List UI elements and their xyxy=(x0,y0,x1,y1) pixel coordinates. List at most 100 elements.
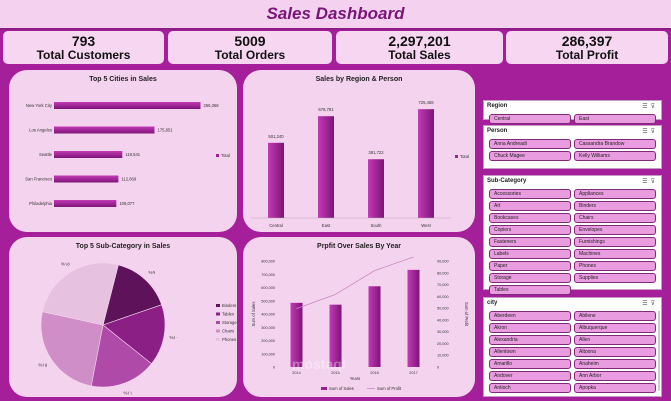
slicer-controls: ☰⊽ xyxy=(642,128,658,135)
slicer-item[interactable]: Chuck Magee xyxy=(489,151,571,161)
sales-bar xyxy=(407,269,420,367)
slicer-item[interactable]: Chairs xyxy=(574,213,656,223)
multi-select-icon[interactable]: ☰ xyxy=(642,179,651,185)
slicer-item[interactable]: Akron xyxy=(489,323,571,333)
city-slicer: city ☰⊽ Aberdeen Abilene Akron Albuquerque A… xyxy=(483,297,662,397)
multi-select-icon[interactable]: ☰ xyxy=(642,129,651,135)
legend-swatch xyxy=(455,155,458,158)
slicer-item[interactable]: Anaheim xyxy=(574,359,656,369)
slicer-item[interactable]: Labels xyxy=(489,249,571,259)
slicer-item[interactable]: Binders xyxy=(574,201,656,211)
slicer-item[interactable]: Andover xyxy=(489,371,571,381)
region-bar xyxy=(318,116,334,218)
clear-filter-icon[interactable]: ⊽ xyxy=(650,104,658,110)
slicer-item[interactable]: Copiers xyxy=(489,225,571,235)
profit-chart-title: Prpfit Over Sales By Year xyxy=(317,243,401,250)
slicer-item[interactable]: Alexandria xyxy=(489,335,571,345)
legend-label: Sum of Profit xyxy=(377,386,402,391)
slicer-item[interactable]: Kelly Williams xyxy=(574,151,656,161)
slicer-item[interactable]: Altoona xyxy=(574,347,656,357)
slicer-item[interactable]: Machines xyxy=(574,249,656,259)
slicer-item[interactable]: Amarillo xyxy=(489,359,571,369)
y-right-tick-label: 0 xyxy=(437,366,439,370)
kpi-label: Total Sales xyxy=(388,48,451,62)
y-left-tick-label: 800,000 xyxy=(261,260,275,264)
legend-swatch xyxy=(216,154,219,157)
y-left-tick-label: 300,000 xyxy=(261,326,275,330)
slicer-item[interactable]: Abilene xyxy=(574,311,656,321)
city-bar xyxy=(54,200,117,207)
year-tick-label: 2015 xyxy=(331,371,339,375)
person-slicer: Person ☰⊽ Anna Andreadi Cassandra Brandow… xyxy=(483,125,662,169)
subcat-chart-title: Top 5 Sub-Category in Sales xyxy=(75,243,171,250)
clear-filter-icon[interactable]: ⊽ xyxy=(650,179,658,185)
kpi-value: 2,297,201 xyxy=(388,33,451,49)
slicer-item[interactable]: Appliances xyxy=(574,189,656,199)
slicer-item[interactable]: Apopka xyxy=(574,383,656,393)
legend-label: Chairs xyxy=(222,329,234,334)
slicer-item[interactable]: East xyxy=(574,114,656,124)
slicer-item[interactable]: Accessories xyxy=(489,189,571,199)
slicer-item[interactable]: Albuquerque xyxy=(574,323,656,333)
kpi-total-sales: 2,297,201 Total Sales xyxy=(336,31,503,64)
slicer-item[interactable]: Bookcases xyxy=(489,213,571,223)
kpi-label: Total Customers xyxy=(36,48,131,62)
y-left-tick-label: 0 xyxy=(273,366,275,370)
city-tick-label: Los Angeles xyxy=(29,128,52,133)
region-slicer: Region ☰⊽ CentralEastSouthWest xyxy=(483,100,662,136)
slicer-item[interactable]: Envelopes xyxy=(574,225,656,235)
slicer-item[interactable]: Antioch xyxy=(489,383,571,393)
legend-label: Storage xyxy=(222,320,237,325)
slicer-item[interactable]: Cassandra Brandow xyxy=(574,139,656,149)
profit-chart-panel: Prpfit Over Sales By Year 0 100,000 200,00… xyxy=(243,237,475,397)
city-tick-label: Seattle xyxy=(39,152,53,157)
dashboard-title: Sales Dashboard xyxy=(266,4,405,23)
profit-chart: 0 100,000 200,000 300,000 400,000 500,000 600,… xyxy=(251,256,469,391)
region-bar xyxy=(268,142,284,218)
slicer-controls: ☰⊽ xyxy=(642,178,658,185)
slicer-item[interactable]: Paper xyxy=(489,261,571,271)
cities-chart: New York City 256,368 Los Angeles 175,851 Se… xyxy=(25,102,230,207)
slicer-item[interactable]: Allentown xyxy=(489,347,571,357)
clear-filter-icon[interactable]: ⊽ xyxy=(650,301,658,307)
x-axis-title: Years xyxy=(350,376,361,381)
slicer-item[interactable]: Storage xyxy=(489,273,571,283)
slicer-controls: ☰⊽ xyxy=(642,103,658,110)
y-left-axis-title: Sum of Sales xyxy=(251,302,256,327)
multi-select-icon[interactable]: ☰ xyxy=(642,104,651,110)
slicer-item[interactable]: Phones xyxy=(574,261,656,271)
clear-filter-icon[interactable]: ⊽ xyxy=(650,129,658,135)
y-right-tick-label: 50,000 xyxy=(437,307,449,311)
y-right-tick-label: 30,000 xyxy=(437,330,449,334)
slicer-item[interactable]: Central xyxy=(489,114,571,124)
city-slicer-scrollbar[interactable] xyxy=(658,311,660,391)
kpi-value: 5009 xyxy=(234,33,266,49)
slicer-item[interactable]: Aberdeen xyxy=(489,311,571,321)
person-slicer-title: Person xyxy=(487,128,508,134)
city-value-label: 256,368 xyxy=(203,103,219,108)
city-bar xyxy=(54,175,119,183)
slicer-item[interactable]: Art xyxy=(489,201,571,211)
legend-swatch xyxy=(216,312,220,316)
legend-label: Binders xyxy=(222,303,236,308)
slicer-item[interactable]: Allen xyxy=(574,335,656,345)
y-right-axis-title: Sum of Profit xyxy=(464,302,469,327)
slicer-item[interactable]: Fasteners xyxy=(489,237,571,247)
slicer-item[interactable]: Ann Arbor xyxy=(574,371,656,381)
slicer-item[interactable]: Tables xyxy=(489,285,571,295)
pie-slice xyxy=(102,304,166,365)
multi-select-icon[interactable]: ☰ xyxy=(642,301,651,307)
slicer-item[interactable]: Supplies xyxy=(574,273,656,283)
year-tick-label: 2017 xyxy=(409,371,417,375)
region-chart: 501,240 Central 678,781 East 391,722 South 725… xyxy=(251,100,469,228)
slicer-item[interactable]: Anna Andreadi xyxy=(489,139,571,149)
legend-swatch xyxy=(216,304,220,307)
profit-line xyxy=(296,256,414,310)
legend-label: Phones xyxy=(222,337,236,342)
legend-swatch xyxy=(321,387,327,390)
region-chart-panel: Sales by Region & Person 501,240 Central 6… xyxy=(243,70,475,232)
slicer-item[interactable]: Furnishings xyxy=(574,237,656,247)
region-value-label: 391,722 xyxy=(368,150,384,155)
pie-slice-label: %٩ xyxy=(149,270,156,275)
city-value-label: 175,851 xyxy=(157,128,173,133)
